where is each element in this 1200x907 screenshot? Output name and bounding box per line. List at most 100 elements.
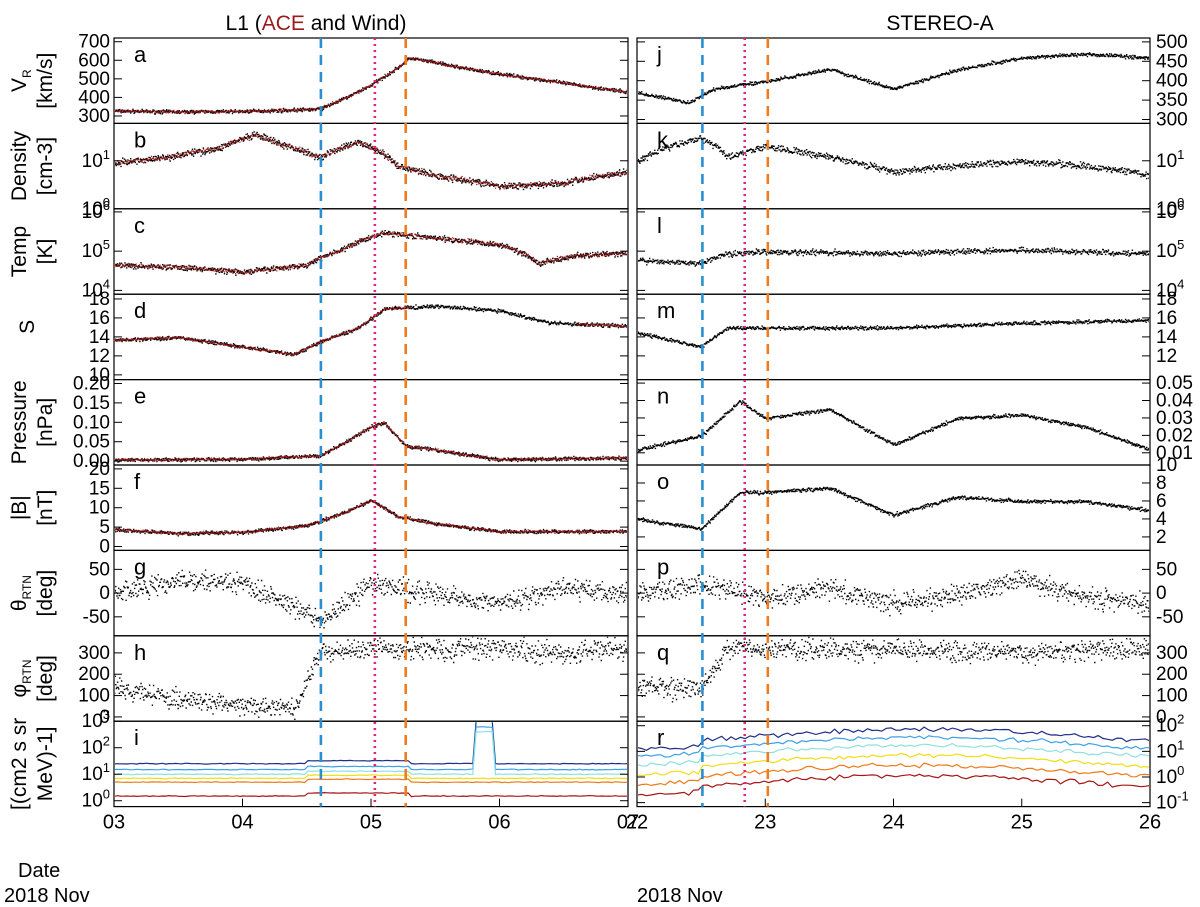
- panel-letter: e: [134, 384, 146, 409]
- y-tick-label: 500: [1156, 32, 1188, 53]
- svg-text:[nT]: [nT]: [34, 490, 57, 526]
- y-tick-label: 50: [1156, 559, 1177, 580]
- ace-series-points: [115, 132, 627, 191]
- y-tick-label: 0: [1156, 583, 1167, 604]
- plot-area: [115, 636, 627, 720]
- y-tick-label: 10-1: [1156, 789, 1189, 814]
- y-tick-label: 0.20: [73, 373, 110, 394]
- y-tick-label: 18: [1156, 289, 1177, 310]
- energy-channel-line: [638, 742, 1149, 767]
- x-tick-label: 05: [360, 812, 382, 834]
- energy-channel-line: [115, 791, 627, 798]
- svg-text:θRTN: θRTN: [8, 575, 34, 611]
- y-tick-label: 0: [99, 583, 110, 604]
- plot-area: [638, 135, 1149, 180]
- y-tick-label: 100: [1156, 686, 1188, 707]
- y-tick-label: 6: [1156, 491, 1167, 512]
- plot-area: [115, 421, 627, 463]
- panel-frame: [636, 720, 1151, 808]
- y-tick-label: 100: [1156, 763, 1184, 788]
- y-tick-label: -50: [1156, 607, 1183, 628]
- date-axis-word: Date: [18, 860, 60, 882]
- panel-letter: k: [657, 127, 669, 152]
- y-tick-label: 0.03: [1156, 408, 1193, 429]
- panel-frame: [113, 720, 629, 808]
- svg-text:VR: VR: [8, 69, 34, 92]
- panel-n: 0.010.020.030.040.05 n: [636, 373, 1193, 466]
- y-tick-label: 200: [1156, 664, 1188, 685]
- y-tick-label: 102: [82, 734, 110, 759]
- y-tick-label: 0: [99, 537, 110, 558]
- energy-channel-line: [638, 773, 1149, 797]
- panel-letter: l: [657, 213, 662, 238]
- y-tick-label: 20: [89, 459, 110, 480]
- panel-letter: f: [134, 469, 141, 494]
- y-tick-label: 0.15: [73, 393, 110, 414]
- svg-text:|B|: |B|: [8, 495, 31, 520]
- y-tick-label: 5: [99, 517, 110, 538]
- svg-text:Temp: Temp: [8, 226, 31, 277]
- y-tick-label: 0.00: [73, 451, 110, 472]
- right-column-title: STEREO-A: [886, 12, 993, 35]
- y-tick-label: 101: [82, 147, 110, 172]
- y-axis-label: VR [km/s]: [8, 53, 57, 109]
- panel-letter: o: [657, 469, 669, 494]
- y-tick-label: 14: [1156, 327, 1178, 348]
- y-axis-label: Temp [K]: [8, 226, 57, 277]
- y-tick-label: 50: [89, 559, 110, 580]
- y-tick-label: 10: [89, 498, 110, 519]
- y-tick-label: 105: [82, 237, 110, 262]
- y-tick-label: 0: [99, 707, 110, 728]
- series-points: [115, 131, 627, 191]
- y-tick-label: 100: [78, 686, 110, 707]
- panel-g: -50 0 50 g θRTN [deg]: [8, 549, 629, 637]
- plot-area: [638, 726, 1149, 797]
- ace-highlight: ACE: [262, 12, 305, 35]
- series-points: [638, 52, 1149, 105]
- y-axis-label: |B| [nT]: [8, 490, 57, 526]
- series-points: [638, 400, 1149, 453]
- y-axis-label: Density [cm-3]: [8, 131, 57, 202]
- series-points: [115, 304, 627, 357]
- svg-text:φRTN: φRTN: [8, 659, 34, 697]
- y-tick-label: 500: [78, 69, 110, 90]
- svg-text:[cm-3]: [cm-3]: [34, 137, 57, 195]
- y-tick-label: 8: [1156, 473, 1167, 494]
- panel-e: 0.000.050.100.150.20 e Pressure [nPa]: [8, 373, 629, 472]
- panel-letter: m: [657, 298, 675, 323]
- plot-area: [638, 246, 1149, 267]
- y-tick-label: 14: [89, 327, 111, 348]
- series-points: [638, 569, 1149, 617]
- series-points: [115, 569, 627, 629]
- svg-text:S: S: [16, 320, 39, 334]
- energy-channel-line: [115, 778, 627, 784]
- energy-channel-line: [115, 730, 627, 776]
- y-tick-label: 2: [1156, 527, 1167, 548]
- y-tick-label: 106: [1156, 198, 1184, 223]
- y-tick-label: 101: [1156, 737, 1184, 762]
- panel-letter: c: [134, 213, 145, 238]
- y-tick-label: 102: [1156, 712, 1184, 737]
- series-points: [638, 318, 1149, 349]
- y-tick-label: 0.01: [1156, 443, 1193, 464]
- ace-series-points: [115, 306, 627, 357]
- x-tick-label: 06: [488, 812, 510, 834]
- plot-area: [115, 569, 627, 629]
- panel-letter: r: [657, 725, 664, 750]
- y-axis-label: [(cm2 s sr MeV)-1]: [8, 718, 57, 810]
- y-tick-label: 0: [1156, 707, 1167, 728]
- plot-area: [115, 131, 627, 191]
- series-points: [638, 246, 1149, 267]
- ace-series-points: [115, 421, 627, 463]
- y-tick-label: 4: [1156, 509, 1167, 530]
- event-markers: [319, 38, 770, 807]
- y-tick-label: 16: [1156, 308, 1177, 329]
- svg-text:[(cm2 s sr: [(cm2 s sr: [8, 718, 31, 810]
